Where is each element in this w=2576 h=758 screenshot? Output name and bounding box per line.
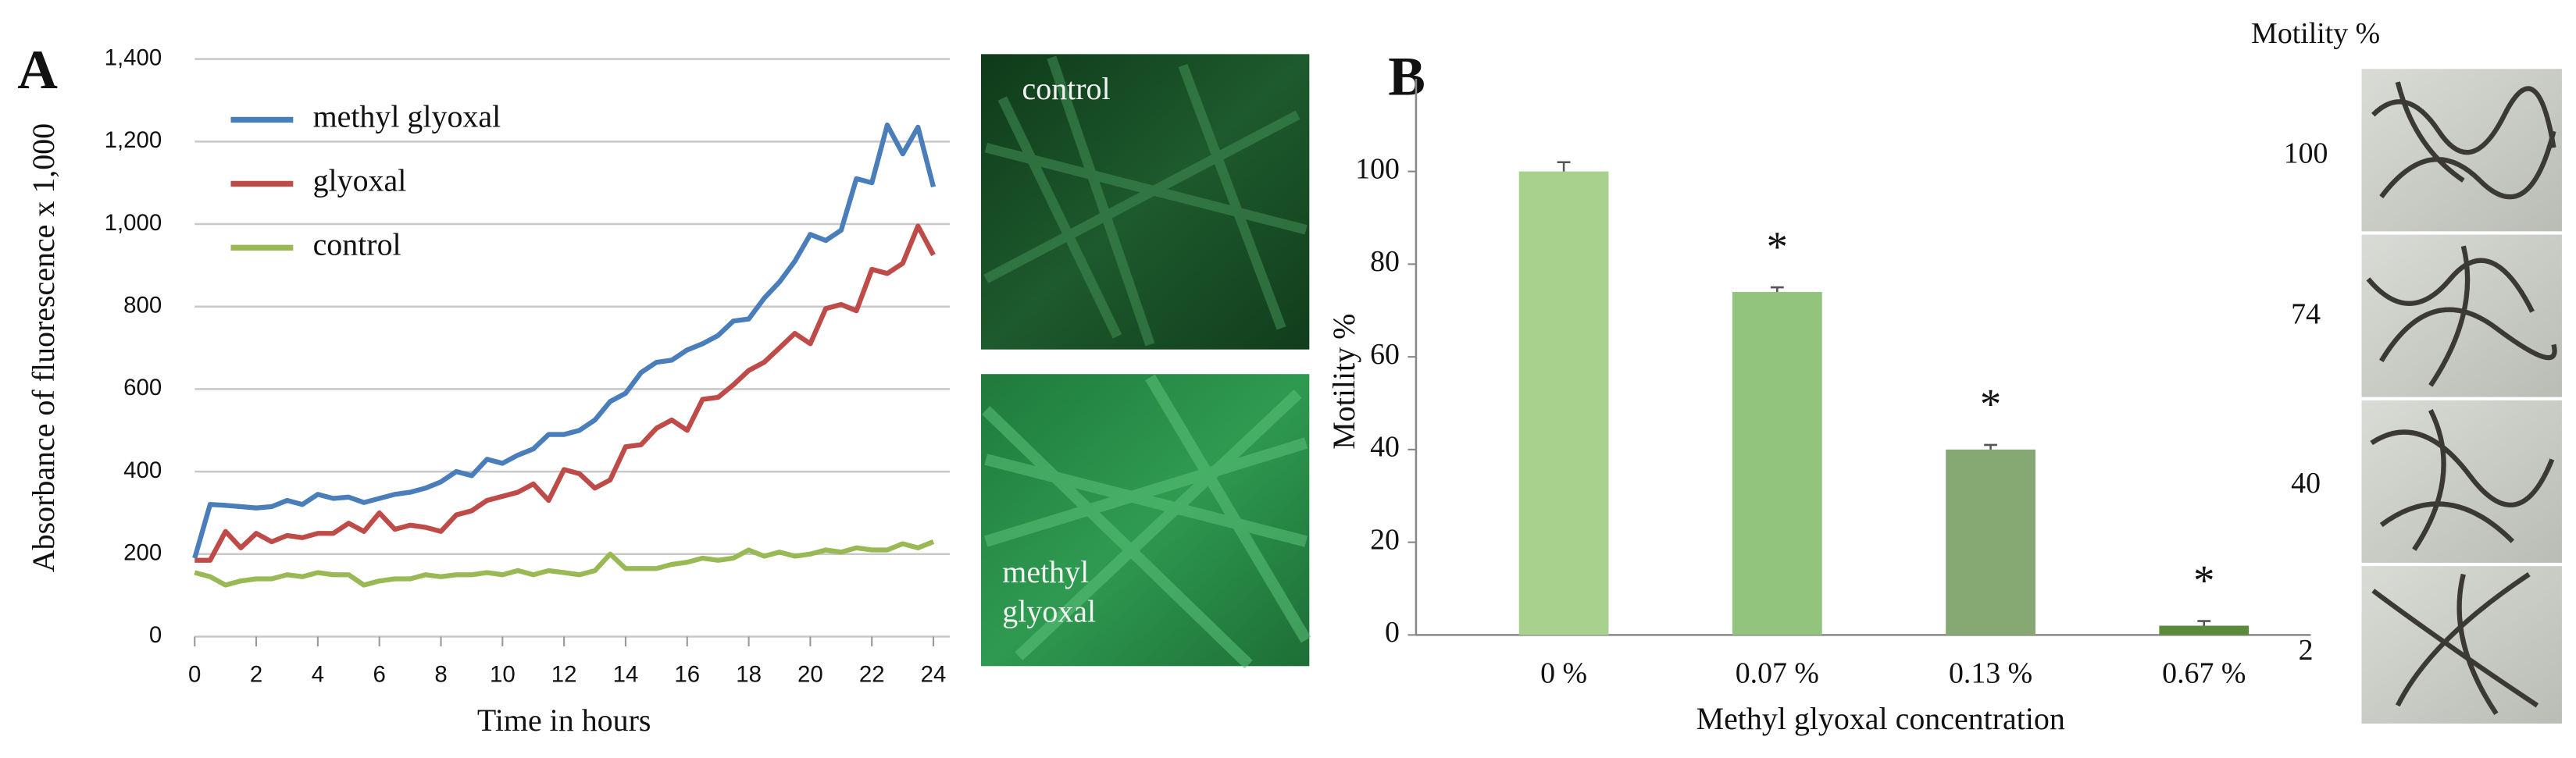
y-tick-label: 60 — [1370, 338, 1400, 371]
y-tick-label: 600 — [123, 375, 162, 400]
y-tick-label: 40 — [1370, 431, 1400, 464]
y-axis-label: Absorbance of fluorescence x 1,000 — [26, 123, 61, 572]
bar — [2159, 625, 2250, 635]
strip-title: Motility % — [2251, 17, 2380, 50]
bar — [1732, 292, 1822, 635]
micrograph-methyl-glyoxal — [980, 374, 1310, 667]
x-tick-label: 12 — [551, 662, 577, 688]
x-tick-label: 4 — [312, 662, 324, 688]
x-tick-label: 0.13 % — [1949, 657, 2032, 690]
y-tick-label: 400 — [123, 457, 162, 483]
y-axis-label: Motility % — [1326, 314, 1361, 450]
significance-marker: * — [1767, 222, 1788, 270]
panel-label: B — [1388, 45, 1425, 107]
error-bar — [1984, 443, 1997, 450]
x-axis-label: Time in hours — [477, 703, 651, 738]
x-tick-label: 0.07 % — [1736, 657, 1819, 690]
significance-marker: * — [2193, 557, 2214, 604]
x-tick-label: 22 — [859, 662, 885, 688]
panel-label: A — [17, 39, 58, 101]
bar — [1946, 449, 2035, 635]
y-tick-label: 1,400 — [105, 44, 162, 70]
x-tick-label: 14 — [613, 662, 639, 688]
significance-marker: * — [1980, 380, 2001, 428]
legend-label: control — [313, 227, 401, 262]
error-bar — [1770, 286, 1784, 293]
x-tick-label: 0 — [188, 662, 201, 688]
y-tick-label: 800 — [123, 292, 162, 318]
legend-label: glyoxal — [313, 163, 407, 198]
x-tick-label: 6 — [373, 662, 386, 688]
micrograph-texture — [983, 55, 1308, 347]
x-tick-label: 18 — [736, 662, 762, 688]
y-tick-label: 200 — [123, 540, 162, 566]
micrograph-label: methyl glyoxal — [1002, 556, 1097, 631]
x-tick-label: 20 — [797, 662, 823, 688]
y-tick-label: 20 — [1370, 523, 1400, 556]
y-tick-label: 100 — [1355, 152, 1400, 185]
micrograph-label-box: methyl glyoxal — [1002, 556, 1097, 631]
strip-label: 100 — [2284, 137, 2328, 169]
y-tick-label: 80 — [1370, 245, 1400, 278]
bar — [1518, 171, 1609, 635]
strip-label: 40 — [2291, 467, 2321, 500]
y-tick-label: 1,000 — [105, 210, 162, 236]
micrograph-texture — [982, 374, 1311, 669]
strip-label: 2 — [2299, 634, 2314, 667]
micrograph-control — [980, 54, 1310, 350]
legend-label: methyl glyoxal — [313, 99, 501, 134]
x-tick-label: 10 — [490, 662, 516, 688]
data-line — [192, 122, 937, 559]
y-tick-label: 0 — [1385, 616, 1400, 649]
data-line — [194, 223, 936, 563]
x-tick-label: 0.67 % — [2162, 657, 2246, 690]
y-tick-label: 0 — [149, 622, 162, 648]
worm-texture — [2366, 81, 2557, 716]
error-bar — [2197, 620, 2211, 626]
motility-strip — [2361, 69, 2562, 724]
x-tick-label: 8 — [434, 662, 447, 688]
x-tick-label: 24 — [921, 662, 947, 688]
y-tick-label: 1,200 — [105, 127, 162, 153]
x-tick-label: 2 — [250, 662, 262, 688]
worm-image — [2361, 400, 2562, 563]
data-line — [194, 539, 935, 588]
x-tick-label: 16 — [674, 662, 700, 688]
micrographs — [980, 54, 2562, 724]
micrograph-label: control — [1022, 71, 1111, 106]
strip-label: 74 — [2291, 297, 2321, 330]
x-tick-label: 0 % — [1540, 657, 1587, 690]
x-axis-label: Methyl glyoxal concentration — [1697, 701, 2065, 736]
error-bar — [1557, 161, 1571, 172]
